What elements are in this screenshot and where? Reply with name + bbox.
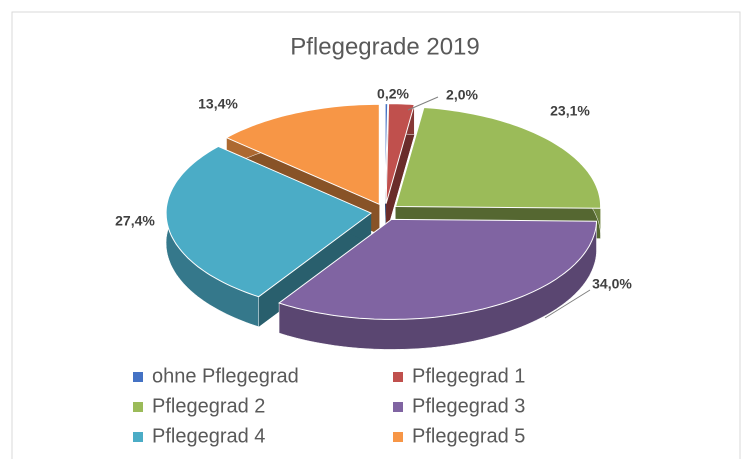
legend-label: Pflegegrad 1 xyxy=(412,365,525,387)
data-label: 34,0% xyxy=(592,276,632,292)
legend-swatch xyxy=(133,432,143,442)
slice-edge xyxy=(386,104,415,234)
legend-label: Pflegegrad 5 xyxy=(412,425,525,447)
legend-swatch xyxy=(393,372,403,382)
legend-swatch xyxy=(393,402,403,412)
legend-label: Pflegegrad 2 xyxy=(152,395,265,417)
data-label: 0,2% xyxy=(377,86,409,102)
slice xyxy=(384,103,389,204)
legend-swatch xyxy=(393,432,403,442)
slice-group xyxy=(385,103,415,234)
data-label: 27,4% xyxy=(115,213,155,229)
slice xyxy=(394,106,602,209)
data-label: 13,4% xyxy=(198,96,238,112)
slice xyxy=(278,218,598,320)
slice xyxy=(165,145,373,298)
legend-label: ohne Pflegegrad xyxy=(152,365,299,387)
chart-title: Pflegegrade 2019 xyxy=(290,33,480,60)
data-label: 2,0% xyxy=(446,87,478,103)
legend-swatch xyxy=(133,372,143,382)
data-label: 23,1% xyxy=(550,103,590,119)
slice-group xyxy=(278,218,598,350)
legend-label: Pflegegrad 3 xyxy=(412,395,525,417)
slice xyxy=(225,103,380,206)
leader-line xyxy=(544,289,591,319)
leader-line xyxy=(407,96,439,111)
legend-label: Pflegegrad 4 xyxy=(152,425,265,447)
slice xyxy=(385,103,415,204)
legend-swatch xyxy=(133,402,143,412)
